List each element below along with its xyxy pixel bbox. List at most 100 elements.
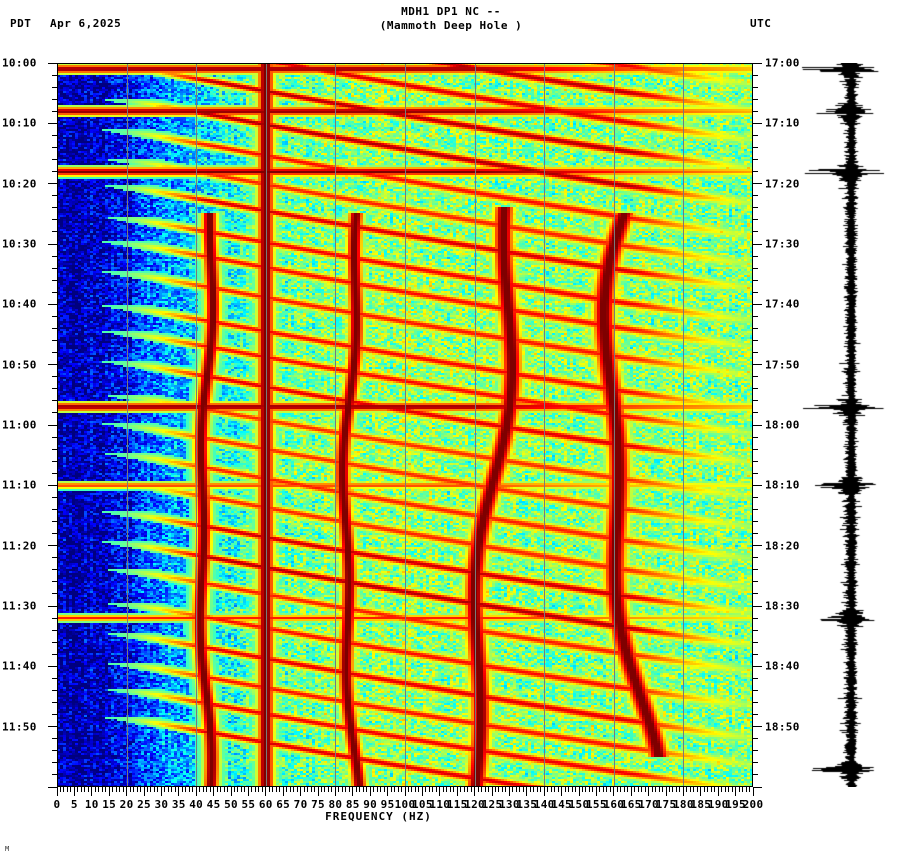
time-label-utc: 17:50	[765, 358, 800, 372]
freq-tick	[609, 787, 611, 792]
time-label-pdt: 10:40	[2, 297, 37, 311]
freq-tick	[529, 787, 531, 792]
time-tick-left	[48, 484, 57, 486]
time-label-utc: 17:00	[765, 56, 800, 70]
freq-tick	[164, 787, 166, 792]
time-tick-right	[753, 484, 762, 486]
freq-tick	[703, 787, 705, 792]
time-label-utc: 18:50	[765, 720, 800, 734]
time-tick-right	[753, 267, 758, 269]
freq-tick	[261, 787, 263, 792]
time-tick-left	[52, 219, 57, 221]
freq-tick	[181, 787, 183, 792]
freq-tick	[425, 787, 427, 792]
freq-tick	[501, 787, 503, 792]
freq-tick	[630, 787, 632, 796]
time-tick-right	[753, 545, 762, 547]
freq-tick-label: 115	[446, 798, 468, 811]
freq-tick	[369, 787, 371, 796]
time-tick-left	[52, 267, 57, 269]
time-label-pdt: 11:40	[2, 659, 37, 673]
freq-tick-label: 200	[742, 798, 764, 811]
freq-tick	[390, 787, 392, 792]
freq-tick	[515, 787, 517, 792]
freq-tick	[564, 787, 566, 792]
spectrogram-plot-area	[57, 63, 753, 787]
freq-tick-label: 180	[673, 798, 694, 811]
freq-tick	[477, 787, 479, 792]
freq-tick	[289, 787, 291, 792]
freq-tick	[700, 787, 702, 796]
freq-tick-label: 85	[345, 798, 360, 811]
freq-tick	[568, 787, 570, 792]
time-tick-left	[48, 786, 57, 788]
time-label-utc: 18:20	[765, 539, 800, 553]
time-tick-right	[753, 738, 758, 740]
time-tick-left	[52, 738, 57, 740]
freq-tick	[411, 787, 413, 792]
freq-tick	[404, 787, 406, 796]
freq-tick	[362, 787, 364, 792]
freq-tick	[63, 787, 65, 792]
time-label-utc: 18:40	[765, 659, 800, 673]
freq-tick	[655, 787, 657, 792]
freq-tick	[456, 787, 458, 796]
time-tick-left	[52, 641, 57, 643]
time-tick-right	[753, 533, 758, 535]
freq-tick	[488, 787, 490, 792]
time-tick-left	[52, 533, 57, 535]
freq-tick	[519, 787, 521, 792]
freq-tick	[665, 787, 667, 796]
freq-tick	[588, 787, 590, 792]
freq-tick	[749, 787, 751, 792]
time-label-utc: 18:10	[765, 478, 800, 492]
freq-tick	[428, 787, 430, 792]
freq-tick	[178, 787, 180, 796]
freq-tick	[303, 787, 305, 792]
time-label-utc: 17:20	[765, 177, 800, 191]
freq-tick	[282, 787, 284, 796]
freq-tick	[449, 787, 451, 792]
freq-tick	[133, 787, 135, 792]
freq-tick	[307, 787, 309, 792]
time-label-utc: 17:40	[765, 297, 800, 311]
freq-tick	[418, 787, 420, 792]
freq-tick	[634, 787, 636, 792]
freq-tick	[595, 787, 597, 796]
freq-tick	[324, 787, 326, 792]
freq-tick	[101, 787, 103, 792]
freq-tick	[70, 787, 72, 792]
freq-tick	[185, 787, 187, 792]
freq-tick	[627, 787, 629, 792]
time-tick-right	[753, 303, 762, 305]
freq-tick	[272, 787, 274, 792]
freq-tick	[738, 787, 740, 792]
time-tick-left	[52, 388, 57, 390]
freq-tick	[651, 787, 653, 792]
time-tick-right	[753, 496, 758, 498]
time-tick-right	[753, 340, 758, 342]
freq-tick	[623, 787, 625, 792]
freq-tick	[467, 787, 469, 792]
time-tick-right	[753, 400, 758, 402]
freq-tick	[334, 787, 336, 796]
spectrogram-image	[57, 63, 753, 787]
freq-tick	[668, 787, 670, 792]
freq-tick-label: 135	[516, 798, 538, 811]
freq-tick	[696, 787, 698, 792]
freq-tick	[244, 787, 246, 792]
freq-tick	[432, 787, 434, 792]
time-tick-right	[753, 665, 762, 667]
freq-tick	[724, 787, 726, 792]
time-tick-right	[753, 327, 758, 329]
frequency-axis-title-text: FREQUENCY (HZ)	[325, 810, 432, 823]
freq-tick	[56, 787, 58, 796]
time-tick-left	[52, 255, 57, 257]
date-label: Apr 6,2025	[50, 17, 122, 30]
freq-tick	[216, 787, 218, 792]
freq-tick-label: 165	[620, 798, 642, 811]
time-tick-left	[48, 726, 57, 728]
freq-tick	[348, 787, 350, 792]
time-tick-left	[48, 424, 57, 426]
time-tick-right	[753, 436, 758, 438]
